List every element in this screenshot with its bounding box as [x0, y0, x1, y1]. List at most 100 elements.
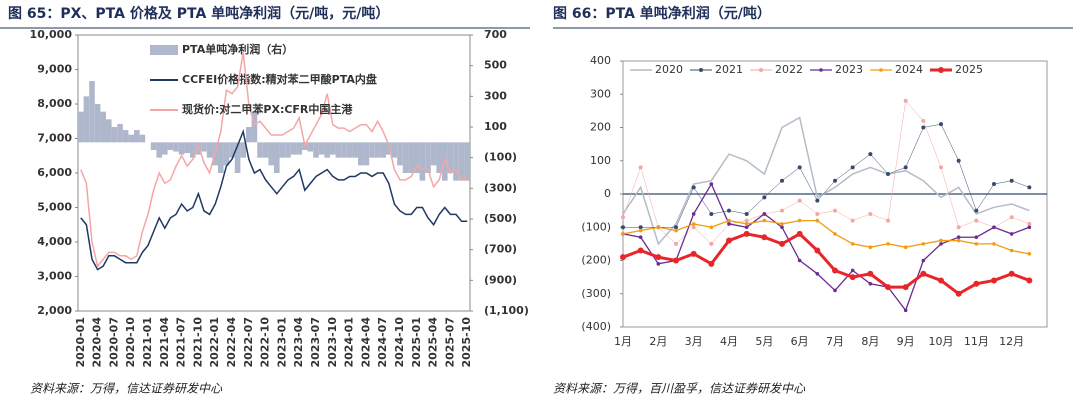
point: [955, 290, 962, 297]
bar: [430, 142, 437, 166]
x-tick-label: 2020-01: [74, 317, 87, 368]
y2-tick-label: (500): [484, 212, 517, 225]
bar: [402, 142, 409, 173]
point: [709, 225, 714, 230]
bar: [453, 142, 459, 181]
x-tick-label: 4月: [720, 335, 738, 348]
bar: [352, 142, 358, 158]
point: [868, 281, 873, 286]
point: [850, 242, 855, 246]
x-tick-label: 2020-04: [91, 317, 104, 368]
x-tick-label: 2024-04: [359, 317, 372, 368]
point: [1027, 252, 1032, 256]
source: 资料来源：万得，信达证券研发中心: [30, 382, 223, 396]
point: [886, 218, 890, 223]
chart-title: 图 65：PX、PTA 价格及 PTA 单吨净利润（元/吨，元/吨）: [8, 5, 389, 22]
y-tick-label: 9,000: [37, 63, 72, 76]
point: [779, 240, 785, 247]
bar: [447, 142, 454, 173]
legend-label: 2025: [955, 63, 983, 76]
point: [921, 118, 926, 123]
bar: [369, 142, 375, 158]
point: [921, 125, 926, 130]
point: [939, 122, 943, 127]
legend-label: PTA单吨净利润（右）: [182, 42, 293, 56]
bar: [279, 142, 286, 158]
point: [744, 211, 749, 216]
x-tick-label: 2月: [649, 335, 667, 348]
point: [886, 242, 890, 246]
series-line: [622, 116, 1030, 246]
point: [780, 222, 784, 226]
bar: [363, 142, 370, 166]
bar: [296, 142, 302, 155]
point: [709, 241, 714, 246]
series-line: [622, 100, 1030, 245]
point: [691, 185, 696, 190]
x-tick-label: 5月: [755, 335, 773, 348]
point: [956, 235, 961, 240]
bar: [391, 142, 398, 158]
bar: [111, 127, 118, 143]
series-line: [622, 232, 1030, 296]
y2-tick-label: (300): [484, 181, 517, 194]
point: [726, 237, 732, 244]
point: [849, 274, 856, 281]
point: [797, 218, 802, 223]
point: [939, 242, 943, 246]
y-tick-label: 5,000: [37, 201, 72, 214]
bar: [195, 142, 202, 155]
bar: [274, 142, 280, 173]
point: [621, 215, 625, 220]
bar: [419, 142, 426, 181]
x-tick-label: 2025-07: [443, 317, 456, 368]
point: [727, 218, 731, 223]
x-tick-label: 2022-04: [225, 317, 238, 368]
point: [1009, 215, 1014, 220]
point: [1026, 277, 1033, 284]
y-tick-label: 4,000: [37, 235, 72, 248]
y2-tick-label: (1,100): [484, 304, 529, 317]
point: [833, 288, 837, 293]
point: [797, 198, 802, 203]
y2-tick-label: (100): [484, 151, 517, 164]
point: [974, 208, 979, 213]
x-tick-label: 1月: [614, 335, 632, 348]
x-tick-label: 2021-10: [191, 317, 204, 368]
legend-swatch: [150, 45, 178, 55]
bar: [397, 142, 403, 166]
point: [674, 225, 678, 230]
point: [921, 258, 926, 263]
point: [868, 152, 873, 157]
point: [833, 208, 837, 213]
bar: [167, 142, 174, 150]
point: [938, 277, 944, 284]
y-tick-label: (400): [581, 320, 611, 333]
legend-marker: [938, 67, 944, 73]
point: [744, 218, 749, 223]
point: [744, 222, 749, 226]
x-tick-label: 8月: [861, 335, 879, 348]
legend-marker: [819, 68, 823, 72]
series-line: [80, 129, 468, 271]
x-tick-label: 2025-04: [427, 317, 440, 368]
bar: [117, 123, 123, 143]
x-tick-label: 2025-10: [460, 317, 473, 368]
point: [814, 247, 821, 254]
bar: [380, 142, 386, 158]
point: [743, 230, 750, 237]
point: [691, 222, 696, 226]
bar: [106, 119, 112, 143]
bar: [156, 142, 162, 158]
x-tick-label: 2023-01: [275, 317, 288, 368]
x-tick-label: 2024-07: [376, 317, 389, 368]
point: [833, 178, 837, 183]
point: [886, 172, 890, 177]
y2-tick-label: 100: [484, 120, 507, 133]
point: [903, 308, 908, 313]
point: [708, 260, 715, 267]
point: [780, 208, 784, 213]
y-tick-label: 7,000: [37, 132, 72, 145]
point: [903, 165, 908, 170]
bar: [201, 142, 207, 152]
